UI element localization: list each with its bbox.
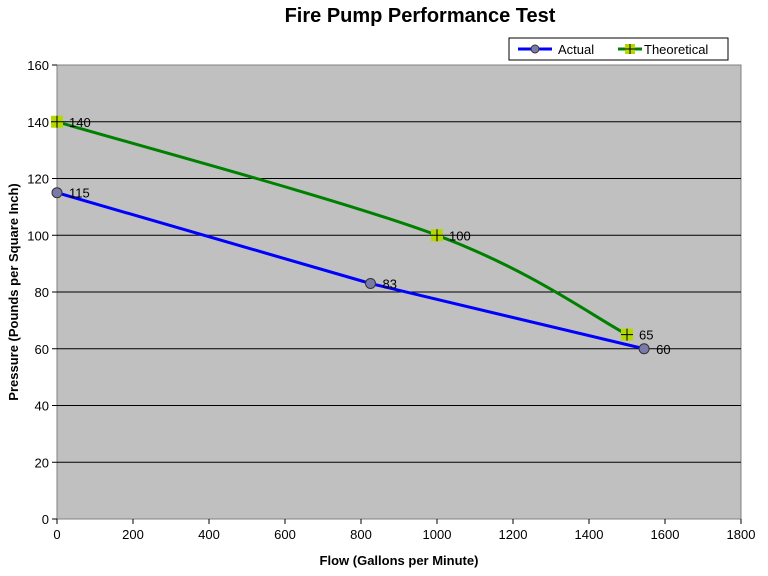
legend: Actual Theoretical [508,37,729,61]
x-tick-label: 600 [274,527,296,542]
y-axis-label: Pressure (Pounds per Square Inch) [6,183,21,400]
y-tick-label: 0 [42,512,49,527]
series-line-theoretical [56,120,628,336]
legend-actual-marker [530,44,540,54]
data-point [365,277,376,289]
x-tick-label: 0 [53,527,60,542]
x-tick-label: 200 [122,527,144,542]
data-point-cross [431,229,443,242]
data-point [51,187,63,199]
y-tick-label: 20 [35,455,49,470]
data-point [638,343,650,355]
data-label: 60 [656,342,670,357]
y-tick-label: 80 [35,285,49,300]
data-label: 65 [639,328,653,343]
x-tick-label: 1600 [651,527,680,542]
y-tick-label: 120 [27,172,49,187]
y-tick-label: 100 [27,228,49,243]
y-tick-label: 40 [35,399,49,414]
x-tick-label: 1400 [575,527,604,542]
x-tick-label: 1800 [727,527,756,542]
y-tick-label: 160 [27,58,49,73]
x-tick-label: 800 [350,527,372,542]
legend-theoretical: Theoretical [644,42,708,57]
x-axis-label: Flow (Gallons per Minute) [320,553,479,568]
data-label: 115 [69,186,90,201]
data-point-cross [51,115,63,128]
x-tick-label: 400 [198,527,220,542]
data-label: 100 [449,228,471,243]
data-point-cross [621,328,633,341]
y-tick-label: 60 [35,342,49,357]
y-tick-label: 140 [27,115,49,130]
legend-actual: Actual [558,42,594,57]
data-label: 83 [383,276,397,291]
chart-title: Fire Pump Performance Test [285,5,556,27]
data-label: 140 [69,115,91,130]
x-tick-label: 1200 [499,527,528,542]
x-tick-label: 1000 [423,527,452,542]
